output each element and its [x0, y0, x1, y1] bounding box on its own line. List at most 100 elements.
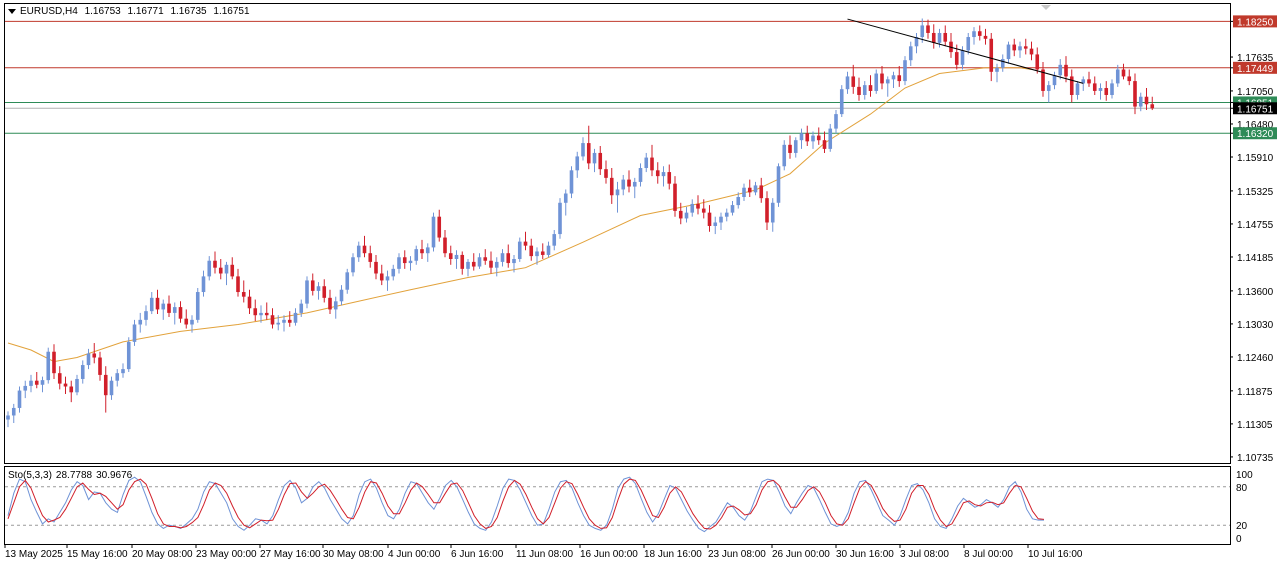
candle-body	[23, 385, 28, 391]
date-tick-label: 30 Jun 16:00	[836, 549, 894, 560]
candle-body	[713, 222, 718, 226]
candle-body	[1150, 104, 1155, 109]
symbol-label: EURUSD,H4	[20, 6, 78, 17]
candle	[857, 77, 861, 101]
candle	[811, 131, 815, 149]
candle	[759, 177, 764, 203]
candle-body	[644, 157, 649, 169]
candle-body	[638, 168, 643, 182]
candle-body	[897, 75, 902, 82]
candle-body	[218, 267, 223, 274]
candle-body	[782, 144, 787, 167]
candle-body	[517, 241, 522, 259]
candle	[270, 308, 275, 329]
chart-shift-marker[interactable]	[1041, 5, 1051, 10]
candle-body	[822, 140, 827, 149]
candle	[529, 238, 534, 261]
candle-body	[914, 37, 919, 47]
candle-body	[535, 251, 539, 257]
candle	[989, 32, 994, 82]
candle-body	[287, 319, 292, 323]
candle-body	[368, 253, 373, 262]
level-price-tag-4[interactable]	[1233, 127, 1277, 140]
stochastic-signal-line[interactable]	[7, 478, 1045, 530]
candle-body	[920, 25, 925, 38]
candle	[736, 192, 741, 209]
candle-body	[569, 170, 574, 194]
candle	[799, 128, 804, 149]
candle-body	[46, 351, 51, 381]
candle-body	[581, 143, 585, 157]
current-price-label: 1.16751	[1237, 104, 1274, 115]
candle-body	[1098, 88, 1103, 91]
candle-body	[558, 202, 562, 235]
candle-body	[460, 254, 465, 269]
candle	[1058, 59, 1063, 80]
candle-body	[851, 76, 856, 87]
candle	[63, 376, 68, 395]
level-price-tag-2[interactable]	[1233, 61, 1277, 74]
candle	[190, 315, 194, 333]
chart-menu-triangle-icon[interactable]	[8, 8, 16, 14]
candle	[92, 343, 97, 364]
level-price-tag-label: 1.17449	[1237, 64, 1274, 75]
candle-body	[1023, 46, 1028, 49]
candle	[678, 202, 683, 225]
candle	[546, 241, 551, 258]
stochastic-main-line[interactable]	[7, 476, 1044, 533]
candle-body	[126, 341, 131, 370]
candle-body	[908, 46, 913, 61]
candle-body	[1115, 69, 1120, 84]
candle-body	[489, 260, 493, 268]
candle	[650, 144, 654, 177]
candle	[868, 75, 873, 97]
candle	[586, 125, 591, 170]
candle	[724, 208, 729, 222]
candle-body	[891, 75, 896, 80]
candle	[747, 179, 752, 197]
candle-body	[282, 319, 286, 323]
date-tick-label: 11 Jun 08:00	[516, 549, 574, 560]
candle-body	[776, 166, 781, 203]
candle	[391, 264, 396, 281]
candle	[138, 312, 143, 333]
date-tick-label: 20 May 08:00	[132, 549, 193, 560]
candle-body	[63, 383, 68, 387]
candle-body	[443, 237, 447, 254]
candle	[397, 253, 401, 274]
descending-trendline[interactable]	[847, 18, 1084, 84]
candle-body	[960, 50, 965, 65]
candle-body	[523, 241, 528, 246]
candle-body	[149, 297, 154, 312]
candle	[161, 299, 166, 320]
date-tick-label: 26 Jun 00:00	[772, 549, 830, 560]
moving-average-line[interactable]	[7, 67, 1032, 363]
candle-body	[563, 193, 568, 203]
candle-body	[989, 38, 994, 72]
candle-body	[678, 210, 683, 219]
candle-body	[471, 261, 476, 267]
candle	[489, 251, 493, 274]
candle-body	[604, 169, 608, 178]
candle-body	[799, 133, 804, 141]
candle	[443, 230, 447, 258]
candle-body	[11, 407, 16, 416]
candle-body	[1144, 96, 1149, 105]
candle	[805, 125, 810, 146]
candle	[103, 366, 108, 413]
candle	[512, 254, 516, 273]
candle-body	[845, 76, 850, 90]
candle-body	[1035, 54, 1040, 70]
candle-body	[621, 179, 626, 190]
candle	[477, 253, 482, 269]
candle	[368, 245, 373, 268]
candle	[201, 270, 206, 297]
candle	[420, 239, 424, 259]
candle-body	[736, 196, 741, 206]
level-price-tag-1[interactable]	[1233, 15, 1277, 28]
candle	[673, 176, 677, 217]
candle	[604, 160, 608, 184]
candle-body	[362, 245, 367, 254]
candle-body	[161, 303, 166, 310]
